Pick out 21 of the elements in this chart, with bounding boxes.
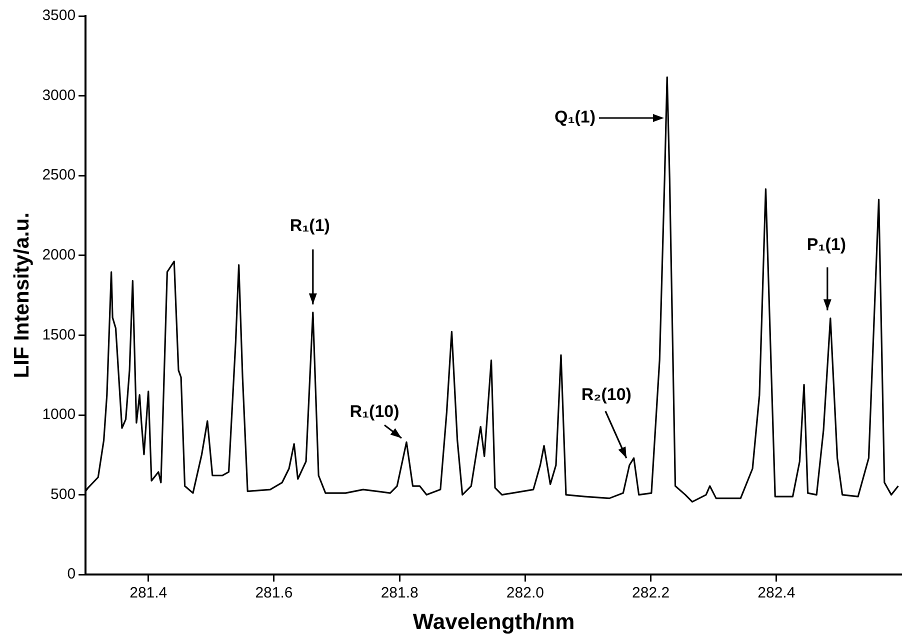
x-tick-label: 282.2 bbox=[632, 584, 670, 602]
x-tick-label: 281.4 bbox=[130, 584, 168, 602]
y-tick-label: 2000 bbox=[42, 246, 76, 264]
annotation: P₁(1) bbox=[806, 234, 846, 254]
x-tick-label: 282.0 bbox=[506, 584, 544, 602]
annotation: R₁(10) bbox=[350, 402, 400, 421]
annotation: Q₁(1) bbox=[554, 108, 596, 127]
y-tick-label: 3000 bbox=[42, 86, 76, 104]
x-tick-label: 282.4 bbox=[758, 584, 796, 602]
y-tick-label: 1000 bbox=[42, 406, 76, 424]
y-tick-label: 500 bbox=[50, 486, 76, 503]
y-tick-label: 3500 bbox=[42, 7, 76, 24]
annotation: R₁(1) bbox=[290, 216, 330, 236]
x-axis-title: Wavelength/nm bbox=[412, 608, 575, 634]
x-tick-label: 281.8 bbox=[380, 584, 418, 602]
y-tick-label: 1500 bbox=[42, 326, 76, 344]
x-tick-label: 281.6 bbox=[255, 584, 293, 602]
y-tick-label: 0 bbox=[67, 566, 76, 583]
y-axis-title: LIF Intensity/a.u. bbox=[10, 212, 34, 378]
y-tick-label: 2500 bbox=[42, 166, 76, 184]
annotation: R₂(10) bbox=[581, 384, 632, 404]
